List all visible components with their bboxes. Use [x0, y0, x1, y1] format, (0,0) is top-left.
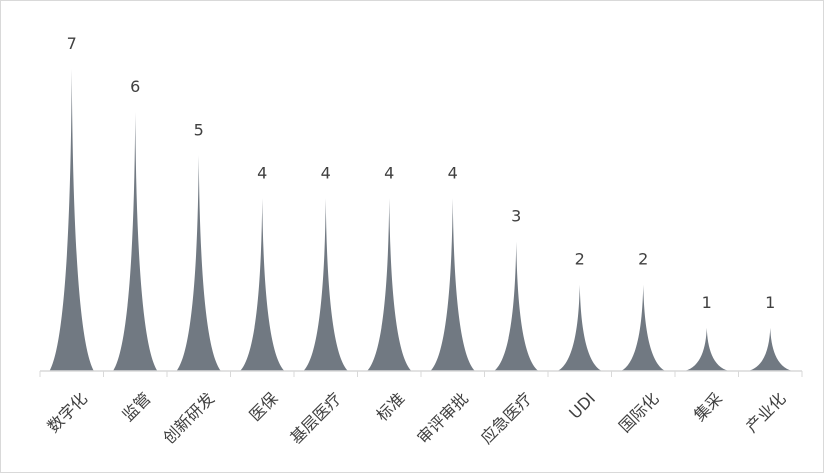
x-tick-label: 医保 [245, 389, 281, 425]
data-label: 2 [575, 250, 585, 269]
bars-group [49, 69, 793, 372]
bar-11 [684, 327, 729, 371]
x-tick-labels-group: 数字化 监管 创新研发 医保 基层医疗 标准 审评审批 应急医疗 UDI 国际化 集采 产业化 [44, 389, 790, 448]
data-label: 1 [765, 293, 775, 312]
data-labels-group: 7 6 5 4 4 4 4 3 2 2 1 1 [67, 34, 776, 312]
x-tick-label: 创新研发 [159, 389, 218, 448]
x-tick-label: 集采 [690, 389, 726, 425]
data-label: 1 [702, 293, 712, 312]
data-label: 4 [321, 163, 331, 182]
bar-12 [748, 327, 793, 371]
bar-2 [113, 112, 158, 372]
x-axis [39, 370, 803, 377]
bar-4 [240, 198, 285, 371]
data-label: 4 [257, 163, 267, 182]
bar-3 [176, 155, 221, 371]
data-label: 4 [384, 163, 394, 182]
data-label: 7 [67, 34, 77, 53]
bar-6 [367, 198, 412, 371]
x-tick-label: UDI [565, 389, 599, 423]
x-tick-label: 数字化 [44, 389, 91, 436]
data-label: 2 [638, 250, 648, 269]
x-tick-label: 应急医疗 [477, 389, 536, 448]
bar-8 [494, 241, 539, 371]
x-tick-label: 基层医疗 [286, 389, 345, 448]
bar-5 [303, 198, 348, 371]
x-tick-label: 国际化 [615, 389, 662, 436]
bar-10 [621, 284, 666, 371]
x-tick-label: 标准 [372, 389, 408, 425]
data-label: 6 [130, 77, 140, 96]
x-tick-label: 产业化 [742, 389, 789, 436]
bar-9 [557, 284, 602, 371]
data-label: 5 [194, 120, 204, 139]
data-label: 4 [448, 163, 458, 182]
x-tick-label: 审评审批 [413, 389, 472, 448]
bar-7 [430, 198, 475, 371]
x-tick-label: 监管 [118, 389, 154, 425]
data-label: 3 [511, 207, 521, 226]
bar-1 [49, 69, 94, 371]
